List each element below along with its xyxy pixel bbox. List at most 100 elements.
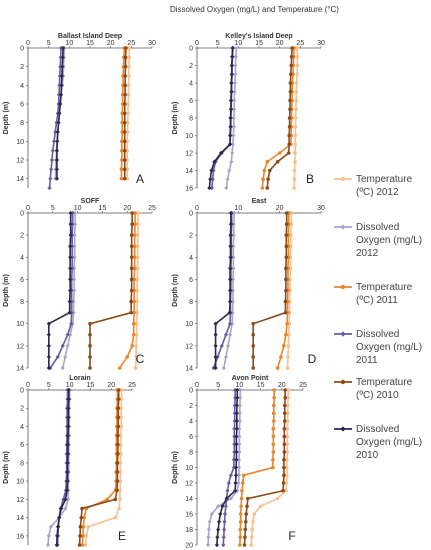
data-point xyxy=(219,343,224,348)
data-point xyxy=(68,244,73,249)
legend-marker xyxy=(340,331,346,337)
data-point xyxy=(135,255,140,260)
legend-label: Oxygen (mg/L) xyxy=(356,235,422,246)
data-point xyxy=(233,63,238,68)
data-point xyxy=(209,168,214,173)
data-point xyxy=(126,92,131,97)
data-point xyxy=(237,442,242,447)
data-point xyxy=(224,185,229,191)
y-axis-label: Depth (m) xyxy=(3,274,10,307)
data-point xyxy=(227,332,233,337)
data-point xyxy=(77,543,82,547)
x-tick-label: 5 xyxy=(47,382,51,389)
data-point xyxy=(240,481,245,485)
data-point xyxy=(125,139,129,144)
data-point xyxy=(245,504,249,509)
data-point xyxy=(227,142,233,147)
data-point xyxy=(65,479,70,484)
y-tick-label: 2 xyxy=(20,406,24,413)
y-tick-label: 2 xyxy=(20,233,24,240)
data-point xyxy=(294,98,299,103)
data-point xyxy=(135,277,139,282)
y-tick-label: 0 xyxy=(189,211,193,218)
data-point xyxy=(265,186,270,190)
data-point xyxy=(239,504,243,509)
data-point xyxy=(225,177,230,182)
data-point xyxy=(290,46,294,50)
series xyxy=(125,46,132,181)
data-point xyxy=(72,255,77,260)
data-point xyxy=(65,332,70,337)
data-point xyxy=(292,168,297,173)
data-point xyxy=(68,266,73,271)
y-tick-label: 16 xyxy=(185,512,193,519)
data-point xyxy=(127,55,132,60)
y-tick-label: 4 xyxy=(20,255,24,262)
data-point xyxy=(284,222,289,226)
data-point xyxy=(233,54,238,59)
data-point xyxy=(232,449,237,455)
y-tick-label: 12 xyxy=(185,343,193,350)
data-point xyxy=(284,233,289,237)
data-point xyxy=(240,488,244,493)
x-tick-label: 20 xyxy=(278,382,286,389)
data-point xyxy=(47,185,52,191)
data-point xyxy=(213,365,218,371)
series xyxy=(205,387,243,548)
data-point xyxy=(54,542,59,548)
data-point xyxy=(249,543,254,547)
legend-label: Oxygen (mg/L) xyxy=(356,342,422,353)
data-point xyxy=(284,488,288,493)
data-point xyxy=(123,55,128,60)
x-tick-label: 0 xyxy=(195,205,199,212)
data-point xyxy=(80,543,85,547)
data-point xyxy=(134,344,138,348)
data-point xyxy=(231,133,236,138)
data-point xyxy=(135,310,139,315)
panel-title: SOFF xyxy=(81,198,100,205)
data-point xyxy=(283,310,288,315)
legend-label: (ºC) 2011 xyxy=(356,295,398,306)
data-point xyxy=(287,133,291,138)
legend-label: Temperature xyxy=(356,377,413,388)
data-point xyxy=(58,101,63,107)
y-tick-label: 4 xyxy=(189,419,193,426)
data-point xyxy=(129,277,134,282)
data-point xyxy=(227,133,233,138)
data-point xyxy=(66,406,71,411)
data-point xyxy=(285,442,290,447)
y-tick-label: 12 xyxy=(16,497,24,504)
data-point xyxy=(251,332,256,337)
data-point xyxy=(281,481,286,485)
data-point xyxy=(282,411,287,416)
data-point xyxy=(285,426,290,431)
y-tick-label: 4 xyxy=(189,255,193,262)
data-point xyxy=(289,244,293,249)
data-point xyxy=(233,473,239,478)
data-point xyxy=(229,80,234,86)
legend-entry: Temperature (ºC) 2011 xyxy=(334,282,413,306)
data-point xyxy=(232,98,237,103)
data-point xyxy=(67,310,72,315)
data-point xyxy=(135,288,139,293)
data-point xyxy=(133,366,138,370)
data-point xyxy=(230,54,235,59)
data-point xyxy=(116,397,121,401)
data-point xyxy=(288,107,292,112)
x-tick-label: 15 xyxy=(87,382,95,389)
data-point xyxy=(88,366,92,370)
data-point xyxy=(220,504,225,509)
data-point xyxy=(206,535,211,540)
data-point xyxy=(46,354,51,360)
data-point xyxy=(234,411,239,416)
x-tick-label: 30 xyxy=(317,40,325,47)
data-point xyxy=(68,332,73,337)
data-point xyxy=(289,54,294,59)
data-point xyxy=(228,107,233,112)
data-point xyxy=(134,321,139,326)
data-point xyxy=(57,111,62,116)
chart-panel: Lorain 0 5 10 15 20 25 0 2 4 6 8 10 12 14 16 Depth (m) E xyxy=(3,375,136,548)
data-point xyxy=(229,63,234,68)
x-tick-label: 25 xyxy=(148,205,156,212)
data-point xyxy=(129,255,134,260)
